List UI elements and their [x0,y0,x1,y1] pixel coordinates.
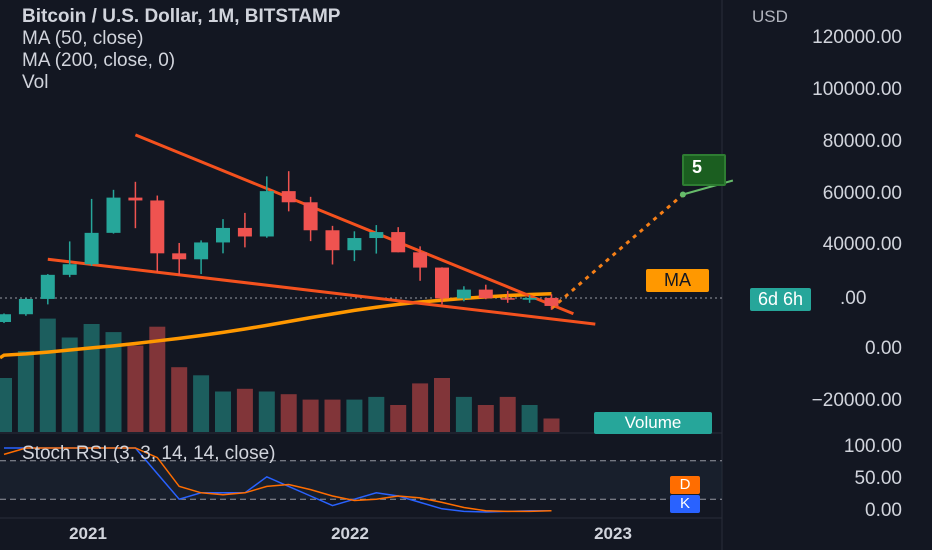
volume-legend[interactable]: Vol [22,72,49,93]
ma-price-badge: MA [646,269,709,292]
candle-body [216,227,230,243]
candle-body [413,252,428,268]
price-tick: 80000.00 [822,130,902,152]
volume-bar [455,396,472,432]
price-tick: 40000.00 [822,234,902,256]
volume-badge: Volume [594,412,712,434]
trendline [134,133,574,316]
target-label[interactable]: 5 [682,154,726,186]
candle-body [435,267,449,299]
price-tick: 100000.00 [812,78,902,100]
candle-body [0,314,11,323]
ma50-line [0,292,552,360]
ma50-line-layer [0,292,552,360]
volume-bar [412,383,429,432]
candle-body [303,202,318,231]
candle-body [478,289,493,299]
volume-bar [521,405,538,432]
stoch-rsi-label[interactable]: Stoch RSI (3, 3, 14, 14, close) [22,443,276,464]
price-tick: −20000.00 [811,389,902,411]
candle-body [544,297,559,306]
volume-bar [215,391,231,432]
price-tick: 120000.00 [812,27,902,48]
volume-bar [324,399,341,432]
candle-body [172,253,187,260]
candle-body [500,298,515,300]
chart-legend: Bitcoin / U.S. Dollar, 1M, BITSTAMP MA (… [22,6,340,94]
volume-bar [499,396,516,432]
volume-bar [39,318,56,432]
candle-body [18,298,33,315]
volume-bar [171,367,188,432]
volume-bar [543,418,560,432]
volume-bar [258,391,275,432]
candle-body [128,197,143,201]
stoch-rsi-pane [0,447,722,513]
volume-bar [105,332,122,432]
candle-body [325,230,340,251]
projection-line [550,193,684,310]
volume-bar [434,378,450,432]
candle-body [84,232,99,265]
candle-body [456,289,471,299]
volume-bar [0,378,12,432]
price-tick: 60000.00 [822,182,902,204]
time-tick-2023: 2023 [594,524,632,543]
volume-bar [61,337,78,432]
volume-bars [0,318,560,432]
stoch-rsi-d-line [3,447,552,513]
candle-body [150,200,165,254]
rsi-tick: 50.00 [854,468,902,489]
candle-body [391,232,406,253]
volume-bar [390,405,407,432]
symbol-title[interactable]: Bitcoin / U.S. Dollar, 1M, BITSTAMP [22,6,341,27]
volume-bar [17,351,34,432]
price-tick: 0.00 [865,338,902,359]
candlestick-series [0,171,559,324]
time-tick-2021: 2021 [69,524,107,543]
candle-body [62,264,77,275]
time-tick-2022: 2022 [331,524,369,543]
volume-bar [127,345,144,432]
countdown-badge: 6d 6h [750,288,812,311]
volume-bar [83,324,100,432]
current-price-suffix: .00 [840,288,867,309]
volume-bar [149,326,166,432]
volume-bar [193,375,210,432]
rsi-band [0,460,722,500]
candle-body [194,242,209,260]
volume-bar [346,399,363,432]
stoch-d-badge: D [670,476,700,494]
rsi-tick: 0.00 [865,500,902,521]
candle-body [522,297,537,300]
stoch-k-badge: K [670,495,700,513]
candle-body [106,197,121,233]
candle-body [259,191,274,237]
volume-bar [477,405,494,432]
trendline [47,257,596,326]
candle-body [237,227,252,237]
volume-bar [368,396,385,432]
candle-body [369,232,384,239]
rsi-tick: 100.00 [843,436,902,457]
volume-bar [280,394,297,432]
ma50-legend[interactable]: MA (50, close) [22,28,144,49]
currency-label[interactable]: USD [752,7,788,26]
ma200-legend[interactable]: MA (200, close, 0) [22,50,176,71]
candle-body [347,238,362,251]
volume-bar [302,399,319,432]
volume-bar [236,388,253,432]
candle-body [281,191,296,203]
candle-body [40,274,55,299]
